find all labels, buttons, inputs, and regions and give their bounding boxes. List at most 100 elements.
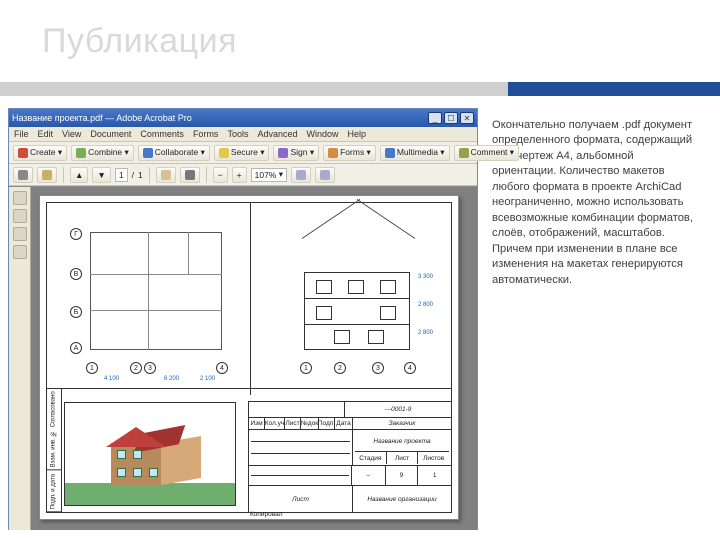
menu-forms[interactable]: Forms xyxy=(193,129,219,139)
page-up-button[interactable]: ▲ xyxy=(70,167,88,183)
create-button[interactable]: Create ▾ xyxy=(13,145,67,161)
app-title: Название проекта.pdf — Adobe Acrobat Pro xyxy=(12,113,192,123)
forms-button[interactable]: Forms ▾ xyxy=(323,145,376,161)
toolbar-main: Create ▾ Combine ▾ Collaborate ▾ Secure … xyxy=(9,142,477,164)
secure-button[interactable]: Secure ▾ xyxy=(214,145,270,161)
sign-button[interactable]: Sign ▾ xyxy=(273,145,319,161)
page-down-button[interactable]: ▼ xyxy=(92,167,110,183)
axis-label: 2 xyxy=(334,362,346,374)
print-icon xyxy=(18,170,28,180)
sheet-value: 9 xyxy=(386,466,419,485)
menu-advanced[interactable]: Advanced xyxy=(257,129,297,139)
forms-icon xyxy=(328,148,338,158)
strip-cell: Взам. инв. № xyxy=(46,429,61,470)
fit-page-button[interactable] xyxy=(315,167,335,183)
axis-label: В xyxy=(70,268,82,280)
zoom-in-button[interactable]: + xyxy=(232,167,247,183)
axis-label: 1 xyxy=(300,362,312,374)
accent-band xyxy=(0,82,720,96)
page-canvas: Г В Б А 1 2 3 4 4 100 6 200 2 100 xyxy=(9,186,477,530)
attachments-panel-icon[interactable] xyxy=(13,227,27,241)
email-button[interactable] xyxy=(37,167,57,183)
titlebar: Название проекта.pdf — Adobe Acrobat Pro… xyxy=(9,109,477,127)
email-icon xyxy=(42,170,52,180)
menu-edit[interactable]: Edit xyxy=(38,129,54,139)
hand-tool-button[interactable] xyxy=(156,167,176,183)
sheet-label: Лист xyxy=(249,486,353,512)
toolbar-nav: ▲ ▼ 1 / 1 − + 107% ▾ xyxy=(9,164,477,186)
menu-window[interactable]: Window xyxy=(306,129,338,139)
hdr-kol: Кол.уч xyxy=(265,418,285,429)
menubar: File Edit View Document Comments Forms T… xyxy=(9,127,477,142)
axis-label: 1 xyxy=(86,362,98,374)
axis-label: 3 xyxy=(144,362,156,374)
multimedia-button[interactable]: Multimedia ▾ xyxy=(380,145,450,161)
hdr-data: Дата xyxy=(335,418,353,429)
menu-help[interactable]: Help xyxy=(348,129,367,139)
page-number-field[interactable]: 1 xyxy=(115,168,128,182)
collaborate-button[interactable]: Collaborate ▾ xyxy=(138,145,210,161)
nav-panel xyxy=(9,187,31,530)
zoom-field[interactable]: 107% ▾ xyxy=(251,168,287,182)
strip-cell: Согласовано xyxy=(46,389,61,429)
signatures-panel-icon[interactable] xyxy=(13,245,27,259)
minimize-button[interactable]: _ xyxy=(428,112,442,124)
menu-comments[interactable]: Comments xyxy=(140,129,184,139)
revision-strip: Согласовано Взам. инв. № Подп. и дата xyxy=(46,388,62,513)
bookmarks-panel-icon[interactable] xyxy=(13,209,27,223)
dimension: 2 100 xyxy=(200,376,215,382)
hdr-podp: Подп. xyxy=(319,418,335,429)
footer-note: Копировал xyxy=(250,511,283,518)
floor-plan: Г В Б А 1 2 3 4 4 100 6 200 2 100 xyxy=(68,214,238,374)
axis-label: 3 xyxy=(372,362,384,374)
body-paragraph: Окончательно получаем .pdf документ опре… xyxy=(492,118,700,288)
hdr-stage: Стадия xyxy=(355,452,387,464)
acrobat-window: Название проекта.pdf — Adobe Acrobat Pro… xyxy=(8,108,478,530)
fit-page-icon xyxy=(320,170,330,180)
sheets-value: 1 xyxy=(418,466,451,485)
combine-button[interactable]: Combine ▾ xyxy=(71,145,134,161)
dimension: 6 200 xyxy=(164,376,179,382)
axis-label: А xyxy=(70,342,82,354)
strip-cell: Подп. и дата xyxy=(46,471,61,512)
pages-panel-icon[interactable] xyxy=(13,191,27,205)
secure-icon xyxy=(219,148,229,158)
hdr-sheet: Лист xyxy=(387,452,419,464)
sign-icon xyxy=(278,148,288,158)
level-dim: 2 800 xyxy=(418,302,433,308)
elevation-view: 3 300 2 800 2 800 1 2 3 4 xyxy=(272,214,442,374)
axis-label: Б xyxy=(70,306,82,318)
comment-icon xyxy=(459,148,469,158)
hdr-sheets: Листов xyxy=(418,452,449,464)
select-tool-button[interactable] xyxy=(180,167,200,183)
level-dim: 2 800 xyxy=(418,330,433,336)
close-button[interactable]: ✕ xyxy=(460,112,474,124)
sheet-divider-v xyxy=(250,202,251,395)
fit-width-button[interactable] xyxy=(291,167,311,183)
axis-label: 4 xyxy=(216,362,228,374)
customer-label: Заказчик xyxy=(353,418,451,429)
org-name: Название организации xyxy=(353,486,451,512)
hand-icon xyxy=(161,170,171,180)
multimedia-icon xyxy=(385,148,395,158)
axis-label: Г xyxy=(70,228,82,240)
combine-icon xyxy=(76,148,86,158)
hdr-list: Лист xyxy=(285,418,301,429)
comment-button[interactable]: Comment ▾ xyxy=(454,145,519,161)
drawing-sheet: Г В Б А 1 2 3 4 4 100 6 200 2 100 xyxy=(39,195,459,520)
menu-document[interactable]: Document xyxy=(90,129,131,139)
menu-file[interactable]: File xyxy=(14,129,29,139)
menu-tools[interactable]: Tools xyxy=(227,129,248,139)
print-button[interactable] xyxy=(13,167,33,183)
hdr-ndok: №док xyxy=(301,418,319,429)
page-total: 1 xyxy=(138,170,143,180)
axis-label: 2 xyxy=(130,362,142,374)
hdr-izm: Изм xyxy=(249,418,265,429)
dimension: 4 100 xyxy=(104,376,119,382)
project-number: ---0001-9 xyxy=(345,402,451,417)
title-block: ---0001-9 Изм Кол.уч Лист №док Подп. Дат… xyxy=(248,401,452,513)
maximize-button[interactable]: ☐ xyxy=(444,112,458,124)
stage-value: – xyxy=(352,466,386,485)
zoom-out-button[interactable]: − xyxy=(213,167,228,183)
menu-view[interactable]: View xyxy=(62,129,81,139)
